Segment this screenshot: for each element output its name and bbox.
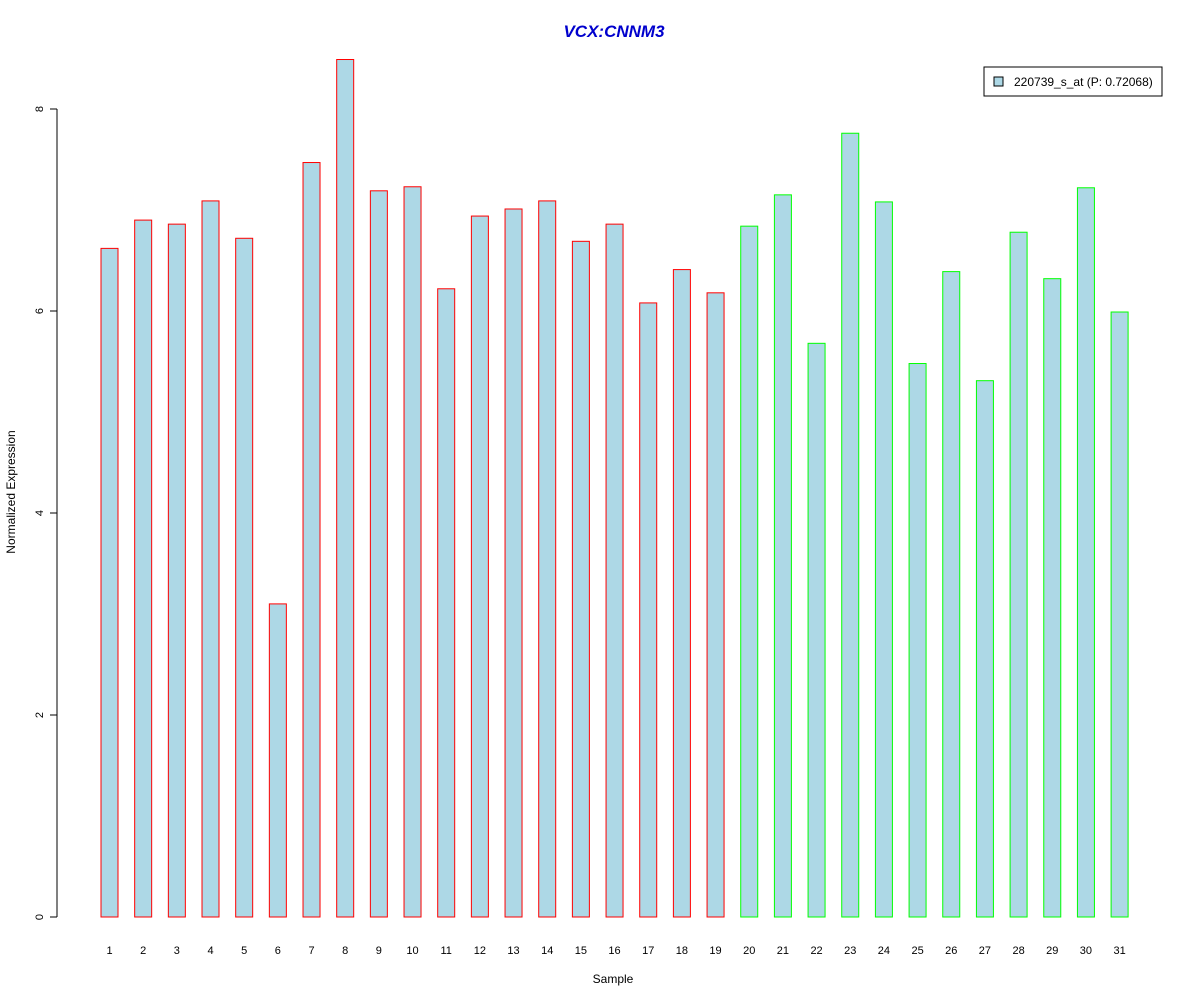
bar xyxy=(504,208,523,918)
bar xyxy=(437,288,456,918)
bar xyxy=(336,59,355,918)
x-tick-labels: 1 2 3 4 5 6 7 8 9 10 11 12 13 14 15 16 17 18 19 20 21 22 23 24 2… xyxy=(106,945,1125,957)
y-tick-label: 4 xyxy=(34,510,46,516)
bar xyxy=(403,186,422,918)
bar xyxy=(268,603,287,918)
x-tick-label: 12 xyxy=(474,945,486,957)
y-axis: 0 2 4 6 8 xyxy=(34,106,58,920)
chart-title: VCX:CNNM3 xyxy=(563,22,665,41)
bar xyxy=(841,132,860,918)
legend-swatch xyxy=(993,76,1004,87)
bar xyxy=(470,215,489,918)
bar xyxy=(167,223,186,918)
x-tick-label: 22 xyxy=(810,945,822,957)
x-tick-label: 8 xyxy=(342,945,348,957)
x-tick-label: 21 xyxy=(777,945,789,957)
x-tick-label: 17 xyxy=(642,945,654,957)
x-tick-label: 23 xyxy=(844,945,856,957)
x-tick-label: 26 xyxy=(945,945,957,957)
bar xyxy=(942,271,961,918)
x-tick-label: 3 xyxy=(174,945,180,957)
bar xyxy=(302,162,321,918)
x-tick-label: 16 xyxy=(608,945,620,957)
x-tick-label: 28 xyxy=(1012,945,1024,957)
bar xyxy=(369,190,388,918)
x-tick-label: 18 xyxy=(676,945,688,957)
bar xyxy=(807,342,826,918)
bar xyxy=(538,200,557,918)
bar xyxy=(100,247,119,918)
x-tick-label: 14 xyxy=(541,945,553,957)
bar xyxy=(639,302,658,918)
x-tick-label: 19 xyxy=(709,945,721,957)
x-tick-label: 9 xyxy=(376,945,382,957)
bars-group xyxy=(100,59,1129,918)
bar xyxy=(1009,231,1028,918)
x-tick-label: 27 xyxy=(979,945,991,957)
y-tick-label: 8 xyxy=(34,106,46,112)
legend-box xyxy=(983,66,1163,97)
bar xyxy=(1076,187,1095,918)
x-tick-label: 24 xyxy=(878,945,890,957)
bar xyxy=(571,240,590,918)
x-tick-label: 31 xyxy=(1113,945,1125,957)
x-tick-label: 29 xyxy=(1046,945,1058,957)
legend-label: 220739_s_at (P: 0.72068) xyxy=(1014,75,1153,89)
legend: 220739_s_at (P: 0.72068) xyxy=(983,66,1163,97)
x-tick-label: 13 xyxy=(507,945,519,957)
x-tick-label: 20 xyxy=(743,945,755,957)
x-tick-label: 4 xyxy=(207,945,213,957)
bar xyxy=(874,201,893,918)
y-tick-label: 6 xyxy=(34,308,46,314)
x-tick-label: 7 xyxy=(308,945,314,957)
bar xyxy=(605,223,624,918)
bar xyxy=(773,194,792,918)
bar xyxy=(1110,311,1129,918)
y-tick-label: 2 xyxy=(34,712,46,718)
x-tick-label: 10 xyxy=(406,945,418,957)
bar xyxy=(740,225,759,918)
bar xyxy=(975,380,994,918)
y-axis-label: Normalized Expression xyxy=(4,430,18,553)
x-tick-label: 6 xyxy=(275,945,281,957)
bar xyxy=(672,269,691,918)
bar xyxy=(908,363,927,918)
x-tick-label: 2 xyxy=(140,945,146,957)
bar xyxy=(201,200,220,918)
x-tick-label: 30 xyxy=(1080,945,1092,957)
x-tick-label: 5 xyxy=(241,945,247,957)
bar xyxy=(706,292,725,918)
x-tick-label: 15 xyxy=(575,945,587,957)
y-tick-label: 0 xyxy=(34,914,46,920)
bar xyxy=(134,219,153,918)
bar xyxy=(1043,278,1062,918)
x-tick-label: 1 xyxy=(106,945,112,957)
bar xyxy=(235,237,254,918)
x-tick-label: 11 xyxy=(440,945,451,957)
x-axis-label: Sample xyxy=(593,972,634,986)
x-tick-label: 25 xyxy=(911,945,923,957)
